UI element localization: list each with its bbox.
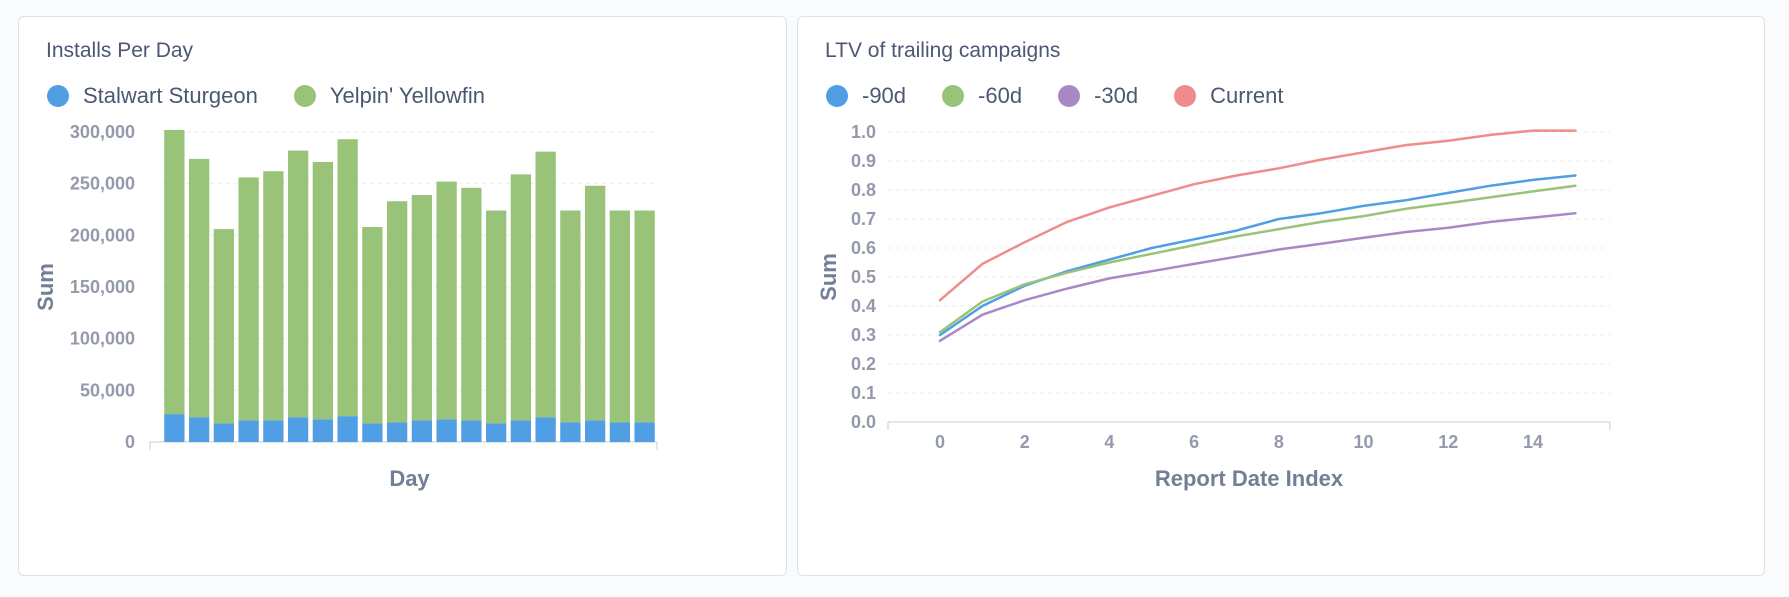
bar-segment bbox=[411, 195, 433, 421]
bar-segment bbox=[461, 420, 482, 442]
bar-segment bbox=[238, 177, 259, 421]
legend-item-60d[interactable]: -60d bbox=[942, 83, 1022, 109]
bar-segment bbox=[337, 416, 358, 442]
bar-segment bbox=[238, 420, 259, 442]
bar-segment bbox=[362, 227, 383, 424]
y-tick-label: 0.9 bbox=[851, 151, 876, 171]
x-tick-label: 12 bbox=[1438, 432, 1458, 452]
y-tick-label: 200,000 bbox=[70, 225, 135, 245]
bar-segment bbox=[485, 423, 507, 442]
legend-item-current[interactable]: Current bbox=[1174, 83, 1284, 109]
y-axis-title: Sum bbox=[33, 263, 58, 311]
bar-segment bbox=[287, 417, 309, 442]
y-tick-label: 0 bbox=[125, 432, 135, 452]
bar-segment bbox=[609, 422, 631, 442]
legend: Stalwart Sturgeon Yelpin' Yellowfin bbox=[47, 83, 521, 109]
bar-segment bbox=[436, 181, 457, 420]
y-tick-label: 0.1 bbox=[851, 383, 876, 403]
y-tick-label: 1.0 bbox=[851, 122, 876, 142]
y-tick-label: 250,000 bbox=[70, 174, 135, 194]
y-tick-label: 0.8 bbox=[851, 180, 876, 200]
bar-segment bbox=[461, 187, 482, 421]
bar-segment bbox=[560, 210, 581, 423]
x-tick-label: 10 bbox=[1354, 432, 1374, 452]
y-tick-label: 0.2 bbox=[851, 354, 876, 374]
legend: -90d -60d -30d Current bbox=[826, 83, 1320, 109]
bar-segment bbox=[510, 174, 532, 421]
bar-segment bbox=[188, 417, 210, 442]
series-line bbox=[938, 129, 1577, 302]
legend-dot-icon bbox=[826, 85, 848, 107]
bar-segment bbox=[386, 422, 408, 442]
chart-title[interactable]: LTV of trailing campaigns bbox=[825, 39, 1061, 62]
legend-label: Stalwart Sturgeon bbox=[83, 83, 258, 108]
y-tick-label: 150,000 bbox=[70, 277, 135, 297]
y-axis-title: Sum bbox=[816, 253, 841, 301]
bar-segment bbox=[263, 171, 284, 421]
chart-title[interactable]: Installs Per Day bbox=[46, 39, 194, 62]
x-tick-label: 8 bbox=[1274, 432, 1284, 452]
bar-segment bbox=[312, 419, 334, 442]
y-tick-label: 0.6 bbox=[851, 238, 876, 258]
bar-segment bbox=[362, 423, 383, 442]
bar-segment bbox=[535, 151, 556, 418]
legend-dot-icon bbox=[293, 85, 316, 107]
ltv-trailing-campaigns-card: LTV of trailing campaigns -90d -60d -30d… bbox=[797, 16, 1765, 576]
line-chart-plot: 0.0 0.1 0.2 0.3 0.4 0.5 0.6 0.7 0.8 0.9 1.0 0 2 4 6 8 10… bbox=[816, 122, 1611, 491]
bar-segment bbox=[485, 210, 507, 424]
x-tick-label: 6 bbox=[1189, 432, 1199, 452]
bar-chart-plot: 0 50,000 100,000 150,000 200,000 250,000 300,0… bbox=[33, 122, 658, 491]
legend-label: -90d bbox=[862, 83, 907, 108]
bar-segment bbox=[510, 420, 532, 442]
bar-segment bbox=[213, 229, 235, 424]
bar-segment bbox=[188, 158, 210, 418]
series-line bbox=[938, 211, 1577, 343]
y-tick-label: 0.0 bbox=[851, 412, 876, 432]
bar-segment bbox=[386, 201, 408, 423]
y-tick-label: 0.4 bbox=[851, 296, 876, 316]
y-tick-label: 0.3 bbox=[851, 325, 876, 345]
installs-per-day-card: Installs Per Day Stalwart Sturgeon Yelpi… bbox=[18, 16, 787, 576]
x-axis-title: Day bbox=[389, 466, 430, 491]
y-tick-label: 50,000 bbox=[80, 380, 135, 400]
y-tick-label: 0.7 bbox=[851, 209, 876, 229]
legend-dot-icon bbox=[942, 85, 965, 107]
x-axis-title: Report Date Index bbox=[1155, 466, 1344, 491]
bar-segment bbox=[560, 422, 581, 442]
x-tick-label: 4 bbox=[1104, 432, 1114, 452]
bar-segment bbox=[213, 423, 235, 442]
bar-segment bbox=[584, 185, 606, 421]
bar-segment bbox=[312, 161, 334, 420]
series-line bbox=[938, 184, 1577, 334]
bar-segment bbox=[584, 420, 606, 442]
legend-dot-icon bbox=[1174, 85, 1197, 107]
y-tick-label: 100,000 bbox=[70, 329, 135, 349]
legend-label: -60d bbox=[978, 83, 1023, 108]
legend-dot-icon bbox=[47, 85, 69, 107]
bar-segment bbox=[609, 210, 631, 423]
bar-segment bbox=[411, 420, 433, 442]
bar-segment bbox=[164, 414, 185, 442]
legend-item-30d[interactable]: -30d bbox=[1058, 83, 1138, 109]
legend-item-yelpin-yellowfin[interactable]: Yelpin' Yellowfin bbox=[293, 83, 485, 109]
x-tick-label: 0 bbox=[935, 432, 945, 452]
bar-segment bbox=[287, 150, 309, 418]
bar-segment bbox=[535, 417, 556, 442]
legend-item-90d[interactable]: -90d bbox=[826, 83, 906, 109]
bar-segment bbox=[164, 129, 185, 415]
legend-label: -30d bbox=[1094, 83, 1139, 108]
bar-segment bbox=[337, 139, 358, 417]
bar-segment bbox=[634, 210, 655, 423]
bar-segment bbox=[634, 422, 655, 442]
legend-dot-icon bbox=[1058, 85, 1081, 107]
y-tick-label: 0.5 bbox=[851, 267, 876, 287]
legend-label: Yelpin' Yellowfin bbox=[329, 83, 485, 108]
legend-item-stalwart-sturgeon[interactable]: Stalwart Sturgeon bbox=[47, 83, 258, 109]
x-tick-label: 14 bbox=[1523, 432, 1543, 452]
x-tick-label: 2 bbox=[1020, 432, 1030, 452]
bar-segment bbox=[436, 419, 457, 442]
bar-segment bbox=[263, 420, 284, 442]
legend-label: Current bbox=[1210, 83, 1284, 108]
y-tick-label: 300,000 bbox=[70, 122, 135, 142]
